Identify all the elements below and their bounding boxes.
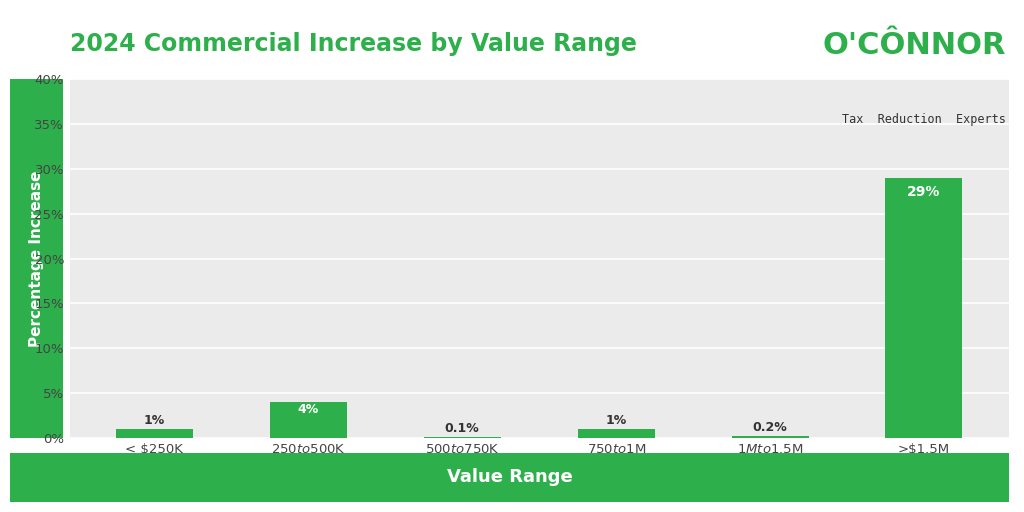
Text: 29%: 29% [907, 185, 941, 199]
Text: 0.1%: 0.1% [444, 421, 479, 435]
Bar [731, 436, 809, 438]
Text: 0.2%: 0.2% [753, 421, 787, 434]
Text: Percentage Increase: Percentage Increase [30, 170, 44, 347]
Bar [269, 402, 347, 438]
Text: 1%: 1% [143, 414, 165, 426]
Bar [886, 178, 963, 438]
Bar [424, 437, 501, 438]
Bar [578, 429, 654, 438]
Text: 1%: 1% [605, 414, 627, 426]
Text: Tax  Reduction  Experts: Tax Reduction Experts [842, 113, 1006, 125]
Text: O'CÔNNOR: O'CÔNNOR [822, 31, 1006, 60]
Text: 2024 Commercial Increase by Value Range: 2024 Commercial Increase by Value Range [70, 32, 637, 56]
Bar [116, 429, 193, 438]
Text: Value Range: Value Range [446, 468, 572, 486]
Text: 4%: 4% [298, 403, 318, 416]
